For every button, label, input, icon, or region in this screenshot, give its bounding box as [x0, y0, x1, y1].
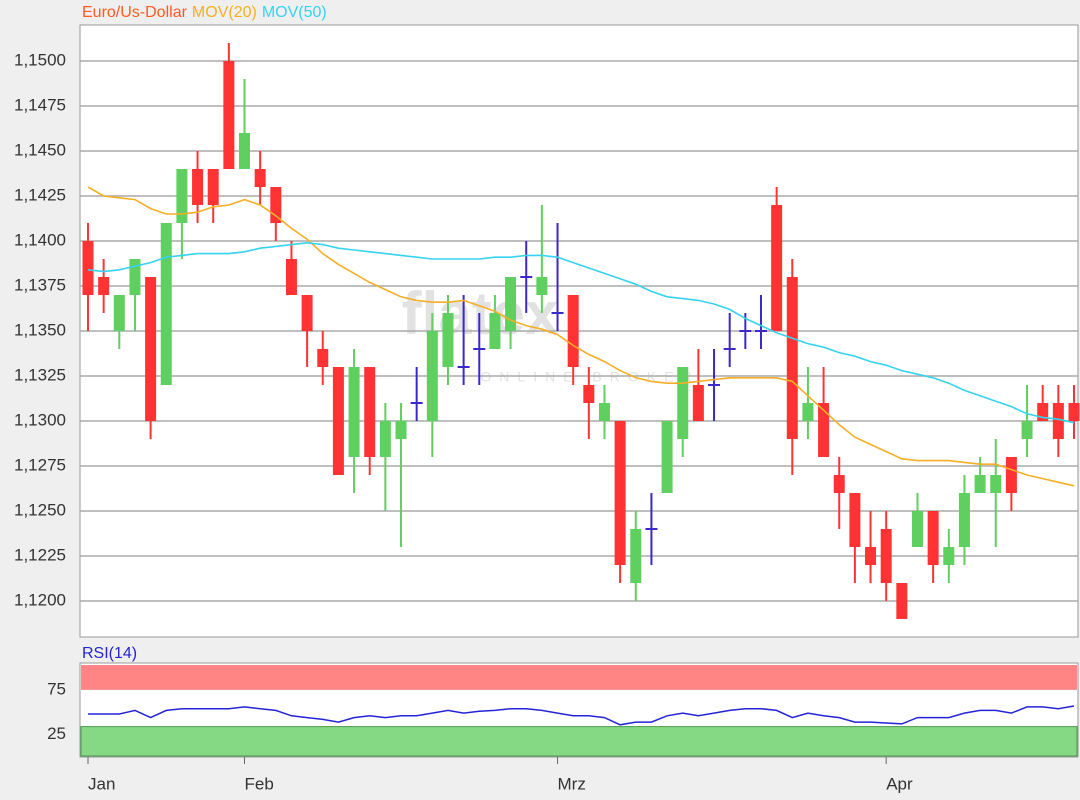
candle-body	[1037, 403, 1049, 421]
candle-body	[332, 367, 344, 475]
candle-body	[943, 547, 955, 565]
candle-body	[1068, 403, 1080, 421]
oversold-band	[80, 726, 1078, 757]
candle-body	[880, 529, 892, 583]
candle-body	[176, 169, 188, 223]
candle-body	[567, 295, 579, 367]
legend-entry: Euro/Us-Dollar	[82, 4, 188, 21]
candle-body	[1021, 421, 1033, 439]
candle-body	[990, 475, 1002, 493]
y-tick-label: 1,1250	[14, 500, 66, 519]
candle-body	[614, 421, 626, 565]
y-tick-label: 1,1450	[14, 140, 66, 159]
candle-body	[818, 403, 830, 457]
candle-body	[98, 277, 110, 295]
y-tick-label: 1,1400	[14, 230, 66, 249]
candle-body	[630, 529, 642, 583]
candle-body	[958, 493, 970, 547]
y-tick-label: 1,1475	[14, 95, 66, 114]
candle-body	[145, 277, 157, 421]
candle-body	[896, 583, 908, 619]
candle-body	[536, 277, 548, 295]
y-tick-label: 1,1425	[14, 185, 66, 204]
candle-body	[207, 169, 219, 205]
y-tick-label: 1,1350	[14, 320, 66, 339]
y-tick-label: 1,1200	[14, 590, 66, 609]
y-tick-label: 1,1275	[14, 455, 66, 474]
candle-body	[661, 421, 673, 493]
x-tick-label: Feb	[245, 774, 274, 793]
candle-body	[786, 277, 798, 439]
candle-body	[974, 475, 986, 493]
candle-body	[598, 403, 610, 421]
candle-body	[911, 511, 923, 547]
candle-body	[348, 367, 360, 457]
y-tick-label: 25	[47, 724, 66, 743]
candle-body	[677, 367, 689, 439]
moving-average-line	[87, 241, 1075, 424]
candle-body	[301, 295, 313, 331]
candle-body	[285, 259, 297, 295]
candle-body	[129, 259, 141, 295]
y-tick-label: 1,1500	[14, 50, 66, 69]
candle-body	[849, 493, 861, 547]
candle-body	[113, 295, 125, 331]
moving-average-line	[87, 186, 1075, 487]
y-tick-label: 1,1300	[14, 410, 66, 429]
candle-body	[865, 547, 877, 565]
candle-body	[395, 421, 407, 439]
candle-body	[583, 385, 595, 403]
legend-entry: MOV(20)	[192, 4, 257, 21]
candle-body	[254, 169, 266, 187]
candle-body	[692, 385, 704, 421]
candle-body	[927, 511, 939, 565]
candle-body	[82, 241, 94, 295]
panel-label: RSI(14)	[82, 645, 137, 662]
rsi-line	[88, 705, 1075, 726]
y-tick-label: 75	[47, 679, 66, 698]
x-tick-label: Mrz	[558, 774, 586, 793]
candle-body	[802, 403, 814, 421]
candle-body	[364, 367, 376, 457]
y-tick-label: 1,1375	[14, 275, 66, 294]
y-tick-label: 1,1225	[14, 545, 66, 564]
candle-body	[1052, 403, 1064, 439]
candle-body	[833, 475, 845, 493]
candle-body	[442, 313, 454, 367]
candle-body	[426, 331, 438, 421]
overbought-band	[81, 665, 1077, 690]
y-tick-label: 1,1325	[14, 365, 66, 384]
candle-body	[317, 349, 329, 367]
candle-body	[489, 313, 501, 349]
x-tick-label: Apr	[886, 774, 913, 793]
candle-body	[192, 169, 204, 205]
candle-body	[505, 277, 517, 331]
candle-body	[270, 187, 282, 223]
candle-body	[239, 133, 251, 169]
candle-body	[379, 421, 391, 457]
legend-entry: MOV(50)	[262, 4, 327, 21]
x-tick-label: Jan	[88, 774, 115, 793]
candle-body	[1005, 457, 1017, 493]
candle-body	[223, 61, 235, 169]
candle-body	[771, 205, 783, 331]
candle-body	[160, 223, 172, 385]
